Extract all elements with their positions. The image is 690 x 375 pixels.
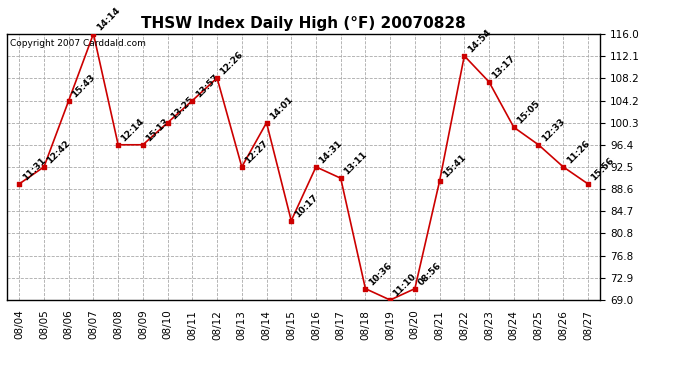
Text: 15:56: 15:56 <box>589 156 616 183</box>
Point <box>558 164 569 170</box>
Text: Copyright 2007 Carddald.com: Copyright 2007 Carddald.com <box>10 39 146 48</box>
Text: 14:54: 14:54 <box>466 28 493 54</box>
Point <box>162 120 173 126</box>
Text: 08:56: 08:56 <box>416 261 443 287</box>
Text: 12:26: 12:26 <box>219 50 245 76</box>
Point <box>187 98 198 104</box>
Point <box>212 75 223 81</box>
Point <box>88 31 99 37</box>
Point <box>39 164 50 170</box>
Point <box>459 53 470 59</box>
Point <box>137 142 148 148</box>
Point <box>360 286 371 292</box>
Point <box>112 142 124 148</box>
Text: 10:17: 10:17 <box>293 193 319 219</box>
Point <box>484 79 495 85</box>
Point <box>236 164 247 170</box>
Point <box>384 297 395 303</box>
Point <box>63 98 75 104</box>
Text: 15:41: 15:41 <box>441 153 468 180</box>
Point <box>261 120 272 126</box>
Text: 13:25: 13:25 <box>169 95 195 121</box>
Text: 15:43: 15:43 <box>70 72 97 99</box>
Point <box>582 181 593 187</box>
Text: 12:14: 12:14 <box>119 117 146 143</box>
Title: THSW Index Daily High (°F) 20070828: THSW Index Daily High (°F) 20070828 <box>141 16 466 31</box>
Point <box>533 142 544 148</box>
Point <box>14 181 25 187</box>
Text: 13:57: 13:57 <box>194 72 220 99</box>
Text: 13:17: 13:17 <box>491 54 517 81</box>
Text: 14:14: 14:14 <box>95 6 121 32</box>
Point <box>335 175 346 181</box>
Text: 10:36: 10:36 <box>367 261 393 287</box>
Text: 14:01: 14:01 <box>268 95 295 121</box>
Point <box>286 218 297 224</box>
Text: 15:13: 15:13 <box>144 117 171 143</box>
Text: 11:31: 11:31 <box>21 156 47 183</box>
Text: 12:42: 12:42 <box>46 139 72 165</box>
Text: 15:05: 15:05 <box>515 99 542 126</box>
Point <box>434 178 445 184</box>
Point <box>509 124 520 130</box>
Text: 11:26: 11:26 <box>564 139 591 165</box>
Text: 13:11: 13:11 <box>342 150 368 177</box>
Text: 12:33: 12:33 <box>540 117 566 143</box>
Point <box>310 164 322 170</box>
Text: 12:27: 12:27 <box>243 139 270 165</box>
Text: 11:10: 11:10 <box>391 272 418 298</box>
Text: 14:31: 14:31 <box>317 139 344 165</box>
Point <box>409 286 420 292</box>
